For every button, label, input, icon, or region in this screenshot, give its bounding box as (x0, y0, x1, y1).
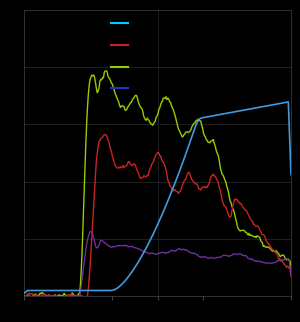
Legend: , , , : , , , (111, 17, 139, 96)
